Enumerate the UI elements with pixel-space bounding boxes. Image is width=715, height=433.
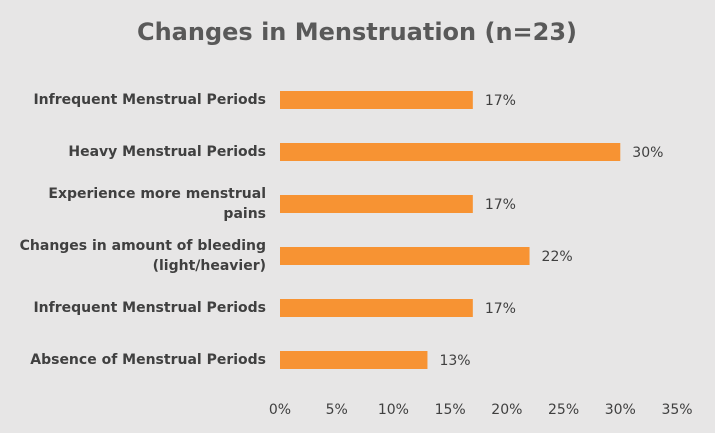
value-label: 30% xyxy=(632,145,663,161)
x-tick-label: 10% xyxy=(378,402,409,418)
x-tick-label: 5% xyxy=(326,402,348,418)
category-label: Experience more menstrual pains xyxy=(48,186,266,222)
chart-title: Changes in Menstruation (n=23) xyxy=(137,18,577,46)
value-label: 13% xyxy=(439,353,470,369)
value-label: 17% xyxy=(485,197,516,213)
category-label: Infrequent Menstrual Periods xyxy=(33,300,266,316)
bar xyxy=(280,91,473,109)
x-tick-label: 30% xyxy=(605,402,636,418)
x-tick-label: 20% xyxy=(491,402,522,418)
category-label: Absence of Menstrual Periods xyxy=(30,352,266,368)
category-label: Heavy Menstrual Periods xyxy=(68,144,266,160)
x-tick-label: 15% xyxy=(435,402,466,418)
value-label: 22% xyxy=(542,249,573,265)
bar xyxy=(280,299,473,317)
value-label: 17% xyxy=(485,301,516,317)
bar xyxy=(280,195,473,213)
x-tick-label: 25% xyxy=(548,402,579,418)
bar xyxy=(280,247,530,265)
bar xyxy=(280,143,621,161)
x-tick-label: 0% xyxy=(269,402,291,418)
category-label: Infrequent Menstrual Periods xyxy=(33,92,266,108)
value-label: 17% xyxy=(485,93,516,109)
category-label: Changes in amount of bleeding (light/hea… xyxy=(19,238,266,274)
x-tick-label: 35% xyxy=(661,402,692,418)
bar xyxy=(280,351,428,369)
